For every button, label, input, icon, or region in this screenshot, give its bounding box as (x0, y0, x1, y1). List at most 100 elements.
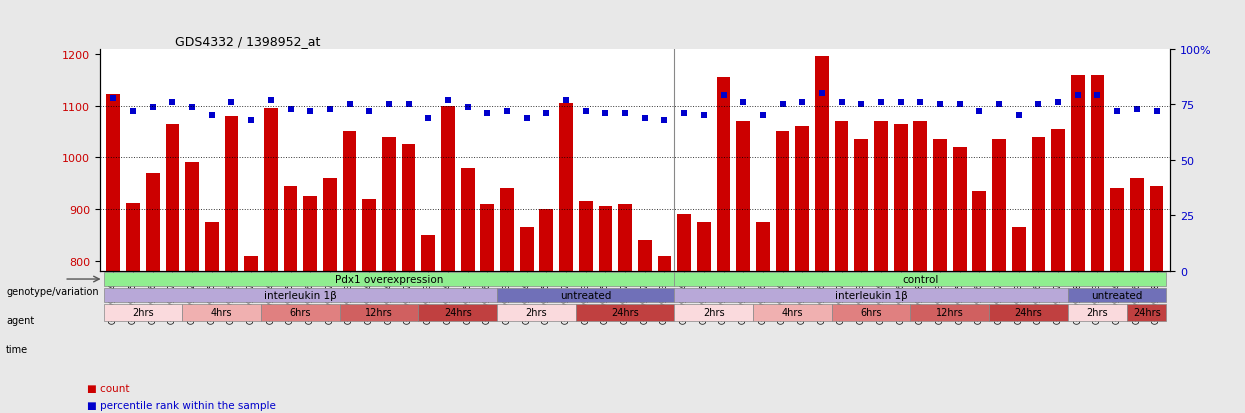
FancyBboxPatch shape (497, 288, 675, 302)
Bar (322, 178, 336, 271)
Bar (284, 186, 298, 271)
FancyBboxPatch shape (497, 304, 576, 321)
FancyBboxPatch shape (1068, 288, 1167, 302)
Bar (1071, 75, 1084, 271)
Bar (342, 132, 356, 271)
Text: untreated: untreated (560, 290, 611, 300)
FancyBboxPatch shape (1068, 304, 1127, 321)
Bar (481, 204, 494, 271)
Bar (1149, 186, 1163, 271)
Bar (224, 116, 238, 271)
Bar (1012, 228, 1026, 271)
Bar (914, 122, 928, 271)
Text: 6hrs: 6hrs (290, 308, 311, 318)
Bar (796, 127, 809, 271)
Bar (166, 124, 179, 271)
Bar (1051, 130, 1064, 271)
Bar (539, 209, 553, 271)
Bar (717, 78, 731, 271)
Bar (736, 122, 749, 271)
Text: untreated: untreated (1092, 290, 1143, 300)
Text: 24hrs: 24hrs (1015, 308, 1042, 318)
Text: time: time (6, 344, 29, 354)
Bar (441, 106, 454, 271)
Bar (1130, 178, 1144, 271)
Bar (874, 122, 888, 271)
Bar (637, 240, 651, 271)
Bar (854, 140, 868, 271)
Text: agent: agent (6, 315, 35, 325)
Bar (264, 109, 278, 271)
FancyBboxPatch shape (340, 304, 418, 321)
Bar (834, 122, 849, 271)
Bar (934, 140, 947, 271)
FancyBboxPatch shape (103, 288, 497, 302)
FancyBboxPatch shape (990, 304, 1068, 321)
Text: 2hrs: 2hrs (1087, 308, 1108, 318)
Bar (992, 140, 1006, 271)
Bar (205, 223, 219, 271)
Bar (107, 95, 121, 271)
Text: interleukin 1β: interleukin 1β (264, 290, 336, 300)
Text: 2hrs: 2hrs (703, 308, 725, 318)
FancyBboxPatch shape (910, 304, 990, 321)
Bar (1111, 189, 1124, 271)
Text: 12hrs: 12hrs (936, 308, 964, 318)
Text: 24hrs: 24hrs (611, 308, 639, 318)
Bar (126, 203, 139, 271)
FancyBboxPatch shape (261, 304, 340, 321)
Bar (559, 104, 573, 271)
Bar (894, 124, 908, 271)
FancyBboxPatch shape (1127, 304, 1167, 321)
Text: Pdx1 overexpression: Pdx1 overexpression (335, 274, 443, 284)
Text: 2hrs: 2hrs (525, 308, 548, 318)
Bar (972, 192, 986, 271)
Bar (362, 199, 376, 271)
Bar (461, 168, 474, 271)
Text: 12hrs: 12hrs (365, 308, 393, 318)
Bar (952, 147, 966, 271)
Bar (421, 235, 436, 271)
Bar (382, 137, 396, 271)
FancyBboxPatch shape (418, 304, 497, 321)
Bar (1091, 75, 1104, 271)
Bar (599, 207, 613, 271)
Text: ■ percentile rank within the sample: ■ percentile rank within the sample (87, 400, 276, 410)
Bar (402, 145, 416, 271)
Bar (756, 223, 769, 271)
Bar (500, 189, 514, 271)
Text: ■ count: ■ count (87, 383, 129, 393)
Bar (815, 57, 829, 271)
Text: 4hrs: 4hrs (210, 308, 233, 318)
FancyBboxPatch shape (576, 304, 675, 321)
Text: 2hrs: 2hrs (132, 308, 153, 318)
FancyBboxPatch shape (675, 304, 753, 321)
Bar (520, 228, 534, 271)
FancyBboxPatch shape (103, 304, 182, 321)
Bar (677, 215, 691, 271)
FancyBboxPatch shape (832, 304, 910, 321)
Bar (619, 204, 632, 271)
FancyBboxPatch shape (675, 288, 1068, 302)
Bar (304, 197, 317, 271)
Bar (186, 163, 199, 271)
Bar (657, 256, 671, 271)
FancyBboxPatch shape (103, 272, 675, 287)
Text: 24hrs: 24hrs (444, 308, 472, 318)
Text: control: control (903, 274, 939, 284)
FancyBboxPatch shape (182, 304, 261, 321)
Bar (776, 132, 789, 271)
Text: interleukin 1β: interleukin 1β (834, 290, 908, 300)
Text: GDS4332 / 1398952_at: GDS4332 / 1398952_at (174, 36, 320, 48)
Bar (579, 202, 593, 271)
Bar (146, 173, 159, 271)
Bar (244, 256, 258, 271)
Bar (1032, 137, 1046, 271)
Text: 4hrs: 4hrs (782, 308, 803, 318)
Text: 6hrs: 6hrs (860, 308, 881, 318)
FancyBboxPatch shape (753, 304, 832, 321)
FancyBboxPatch shape (675, 272, 1167, 287)
Text: 24hrs: 24hrs (1133, 308, 1160, 318)
Bar (697, 223, 711, 271)
Text: genotype/variation: genotype/variation (6, 286, 98, 296)
